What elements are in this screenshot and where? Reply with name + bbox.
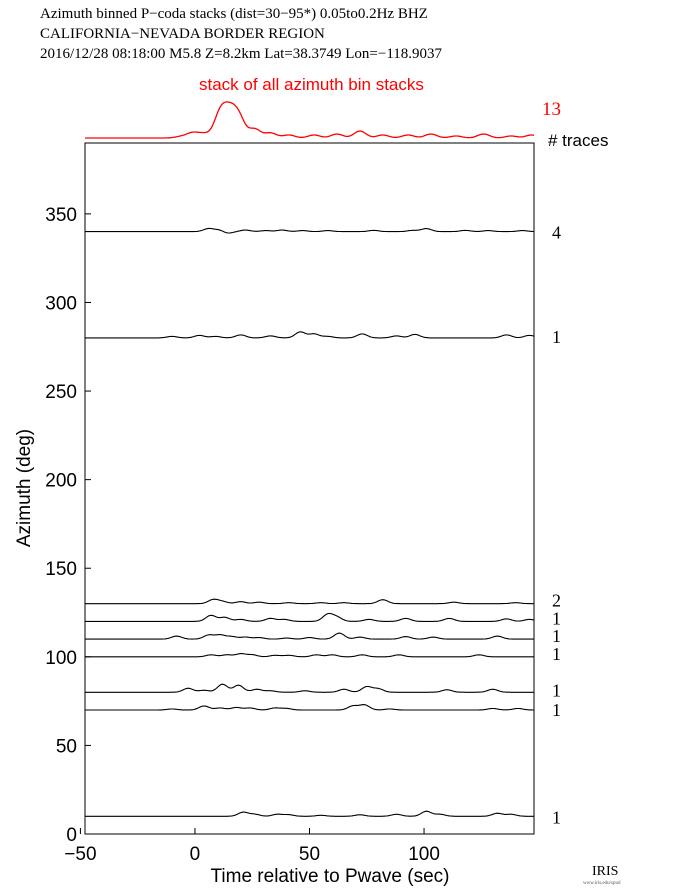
stack-trace-count: 13 — [542, 99, 561, 120]
y-tick-label: 350 — [45, 205, 77, 226]
x-tick-label: −50 — [64, 844, 96, 865]
trace-count-header: # traces — [548, 131, 608, 150]
trace-count-label: 4 — [552, 223, 561, 243]
x-tick-label: 0 — [190, 844, 201, 865]
y-tick-label: 0 — [66, 825, 77, 846]
trace-az-70 — [85, 704, 534, 711]
y-tick-label: 200 — [45, 471, 77, 492]
y-tick-label: 50 — [56, 736, 77, 757]
header-line-2: CALIFORNIA−NEVADA BORDER REGION — [40, 26, 325, 42]
trace-az-100 — [85, 653, 534, 658]
iris-logo: IRIS www.iris.edu/spud — [583, 864, 621, 886]
plot-frame — [84, 142, 535, 835]
stack-title: stack of all azimuth bin stacks — [199, 75, 424, 94]
trace-az-110 — [85, 632, 534, 640]
svg-text:www.iris.edu/spud: www.iris.edu/spud — [583, 881, 621, 886]
trace-az-130 — [85, 598, 534, 605]
trace-az-80 — [85, 683, 534, 693]
y-tick-label: 300 — [45, 293, 77, 314]
stack-trace-line — [85, 101, 535, 139]
trace-count-label: 1 — [552, 327, 561, 347]
trace-count-label: 1 — [552, 807, 561, 827]
y-axis-label: Azimuth (deg) — [14, 429, 35, 547]
trace-count-label: 1 — [552, 626, 561, 646]
x-tick-label: 100 — [408, 844, 440, 865]
trace-count-label: 1 — [552, 608, 561, 628]
trace-az-280 — [85, 331, 535, 339]
trace-count-label: 1 — [552, 700, 561, 720]
trace-az-10 — [85, 810, 534, 817]
header-line-3: 2016/12/28 08:18:00 M5.8 Z=8.2km Lat=38.… — [40, 46, 443, 62]
trace-count-label: 2 — [552, 591, 561, 611]
x-tick-label: 50 — [299, 844, 320, 865]
y-tick-label: 100 — [45, 648, 77, 669]
trace-az-340 — [85, 227, 534, 234]
y-tick-label: 150 — [45, 559, 77, 580]
trace-count-label: 1 — [552, 680, 561, 700]
header-line-1: Azimuth binned P−coda stacks (dist=30−95… — [40, 6, 428, 22]
trace-az-120 — [85, 612, 535, 622]
y-tick-label: 250 — [45, 382, 77, 403]
svg-text:IRIS: IRIS — [592, 864, 618, 879]
trace-count-label: 1 — [552, 644, 561, 664]
x-axis-label: Time relative to Pwave (sec) — [211, 866, 450, 887]
